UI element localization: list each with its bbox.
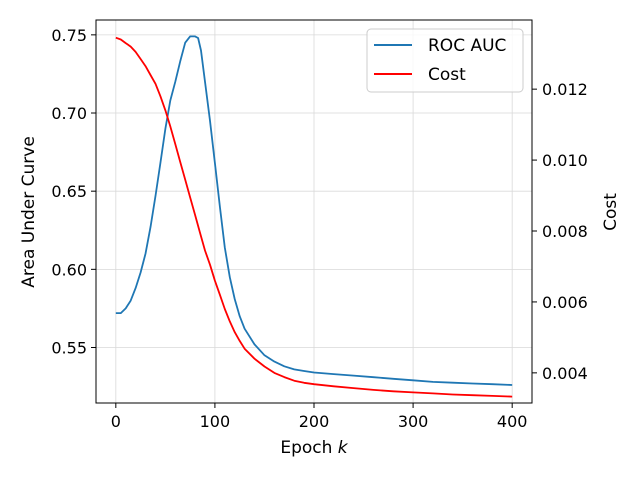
- x-tick-label: 300: [398, 412, 429, 431]
- y-axis-label-right: Cost: [601, 193, 621, 231]
- y-tick-label-left: 0.75: [51, 26, 87, 45]
- legend-label-cost: Cost: [428, 65, 466, 85]
- series-lines: [115, 35, 513, 398]
- x-tick-label: 0: [111, 412, 121, 431]
- y-tick-label-right: 0.008: [542, 222, 588, 241]
- legend: ROC AUC Cost: [366, 28, 524, 93]
- x-axis-label-text: Epoch: [280, 438, 332, 458]
- x-tick-label: 200: [299, 412, 330, 431]
- series-line-cost: [115, 36, 513, 398]
- ticks: 0 100 200 300 400 0.55 0.60 0.65 0.70 0.75 0.004 0.…: [51, 26, 587, 431]
- legend-label-roc-auc: ROC AUC: [428, 36, 506, 56]
- y-tick-label-left: 0.65: [51, 182, 87, 201]
- x-tick-label: 100: [200, 412, 231, 431]
- y-tick-label-right: 0.010: [542, 151, 588, 170]
- x-axis-label-variable: k: [338, 438, 349, 458]
- y-tick-label-left: 0.60: [51, 260, 87, 279]
- y-tick-label-left: 0.55: [51, 339, 87, 358]
- y-tick-label-right: 0.012: [542, 80, 588, 99]
- x-tick-label: 400: [497, 412, 528, 431]
- x-axis-label: Epoch k: [280, 438, 348, 458]
- y-tick-label-left: 0.70: [51, 104, 87, 123]
- y-tick-label-right: 0.004: [542, 364, 588, 383]
- y-axis-label-left: Area Under Curve: [19, 136, 39, 288]
- y-tick-label-right: 0.006: [542, 293, 588, 312]
- series-line-roc-auc: [115, 35, 513, 386]
